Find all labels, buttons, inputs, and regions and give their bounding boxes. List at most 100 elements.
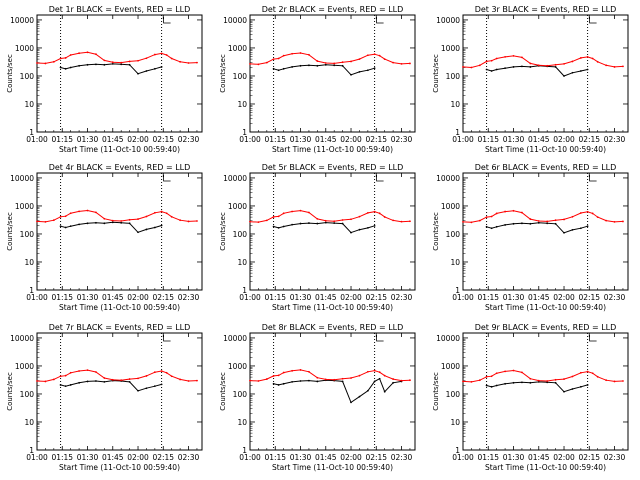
x-tick-label: 01:45 bbox=[528, 293, 550, 302]
lld-data-point bbox=[308, 370, 310, 373]
panel-title: Det 6r BLACK = Events, RED = LLD bbox=[475, 163, 617, 172]
lld-data-point bbox=[512, 369, 515, 372]
events-series-line bbox=[486, 381, 588, 393]
lld-data-point bbox=[366, 54, 369, 57]
x-tick-label: 02:30 bbox=[604, 293, 626, 302]
lld-data-point bbox=[153, 211, 156, 214]
lld-data-point bbox=[265, 219, 268, 222]
lld-data-point bbox=[529, 62, 532, 65]
y-tick-label: 1 bbox=[242, 446, 247, 455]
lld-data-point bbox=[265, 61, 268, 64]
lld-data-point bbox=[537, 379, 540, 382]
lld-data-point bbox=[179, 378, 182, 381]
x-tick-label: 02:00 bbox=[340, 453, 362, 462]
lld-data-point bbox=[165, 54, 168, 56]
plot-frame bbox=[462, 172, 629, 291]
lld-data-point bbox=[111, 219, 114, 222]
events-data-point bbox=[78, 223, 80, 226]
panel-title: Det 4r BLACK = Events, RED = LLD bbox=[49, 163, 191, 172]
events-data-point bbox=[64, 385, 67, 388]
events-data-point bbox=[571, 228, 574, 231]
y-tick-label: 100 bbox=[20, 230, 35, 239]
y-axis-label: Counts/sec bbox=[219, 212, 227, 251]
x-tick-label: 02:00 bbox=[553, 453, 575, 462]
lld-data-point bbox=[591, 372, 594, 375]
lld-data-point bbox=[196, 220, 198, 222]
events-data-point bbox=[485, 68, 488, 71]
x-tick-label: 01:00 bbox=[452, 135, 474, 144]
y-tick-label: 1000 bbox=[228, 202, 247, 211]
events-data-point bbox=[358, 395, 361, 398]
lld-data-point bbox=[622, 380, 624, 382]
lld-data-point bbox=[316, 376, 319, 379]
events-data-point bbox=[373, 224, 376, 227]
y-tick-label: 10000 bbox=[436, 334, 460, 343]
x-tick-label: 01:45 bbox=[102, 135, 124, 144]
events-data-point bbox=[120, 63, 123, 66]
y-axis-label: Counts/sec bbox=[432, 372, 440, 411]
x-tick-label: 01:45 bbox=[315, 135, 337, 144]
lld-data-point bbox=[512, 55, 515, 57]
lld-data-point bbox=[187, 220, 190, 223]
lld-data-point bbox=[44, 220, 47, 223]
lld-data-point bbox=[128, 378, 131, 380]
panel-det-4: 01:00 01:15 01:30 01:45 02:00 02:15 02:30 1 10 10… bbox=[6, 163, 203, 312]
lld-data-point bbox=[86, 209, 89, 212]
x-tick-label: 02:15 bbox=[578, 293, 600, 302]
lld-data-point bbox=[400, 62, 403, 65]
events-data-point bbox=[512, 381, 515, 384]
x-tick-label: 02:30 bbox=[178, 293, 200, 302]
x-tick-label: 01:30 bbox=[503, 453, 525, 462]
lld-data-point bbox=[95, 53, 97, 56]
panel-det-7: 01:00 01:15 01:30 01:45 02:00 02:15 02:30 1 10 10… bbox=[6, 323, 203, 472]
events-data-point bbox=[554, 222, 557, 225]
y-tick-label: 1000 bbox=[15, 44, 34, 53]
lld-data-point bbox=[400, 379, 403, 382]
events-data-point bbox=[282, 225, 285, 228]
events-data-point bbox=[137, 72, 139, 75]
events-data-point bbox=[282, 67, 285, 70]
lld-data-point bbox=[350, 377, 352, 379]
lld-data-point bbox=[265, 378, 268, 380]
lld-data-point bbox=[490, 375, 493, 378]
lld-data-point bbox=[165, 371, 168, 374]
events-series-line bbox=[486, 222, 588, 234]
x-tick-label: 02:00 bbox=[553, 293, 575, 302]
lld-data-point bbox=[596, 60, 599, 63]
events-data-point bbox=[59, 66, 62, 69]
events-data-point bbox=[586, 225, 589, 228]
plot-frame bbox=[249, 172, 416, 291]
lld-data-point bbox=[470, 380, 473, 383]
lld-data-point bbox=[462, 380, 464, 383]
events-data-point bbox=[111, 221, 114, 224]
lld-data-point bbox=[358, 374, 361, 377]
events-data-point bbox=[160, 224, 163, 227]
events-data-point bbox=[358, 228, 361, 231]
lld-series-line bbox=[462, 369, 623, 383]
x-tick-label: 01:15 bbox=[477, 293, 499, 302]
panel-det-8: 01:00 01:15 01:30 01:45 02:00 02:15 02:30 1 10 10… bbox=[219, 323, 416, 472]
events-data-point bbox=[579, 385, 582, 388]
events-data-point bbox=[103, 63, 106, 66]
panel-title: Det 8r BLACK = Events, RED = LLD bbox=[262, 323, 404, 332]
events-series-line bbox=[60, 380, 162, 392]
lld-data-point bbox=[613, 220, 616, 223]
lld-data-point bbox=[366, 370, 369, 373]
x-axis-label: Start Time (11-Oct-10 00:59:40) bbox=[485, 145, 606, 154]
events-data-point bbox=[272, 382, 275, 385]
lld-data-point bbox=[179, 219, 182, 222]
lld-series-line bbox=[36, 369, 197, 382]
marker-bracket bbox=[376, 17, 384, 24]
x-axis-label: Start Time (11-Oct-10 00:59:40) bbox=[59, 463, 180, 472]
events-series-line bbox=[273, 64, 375, 76]
lld-data-point bbox=[299, 209, 302, 212]
events-series-line bbox=[273, 377, 402, 404]
lld-data-point bbox=[36, 220, 38, 223]
events-data-point bbox=[137, 389, 139, 392]
marker-bracket bbox=[376, 175, 384, 182]
marker-bracket bbox=[589, 17, 597, 24]
lld-data-point bbox=[350, 60, 352, 63]
lld-data-point bbox=[282, 212, 285, 215]
events-data-point bbox=[291, 380, 293, 383]
y-tick-label: 100 bbox=[446, 72, 461, 81]
